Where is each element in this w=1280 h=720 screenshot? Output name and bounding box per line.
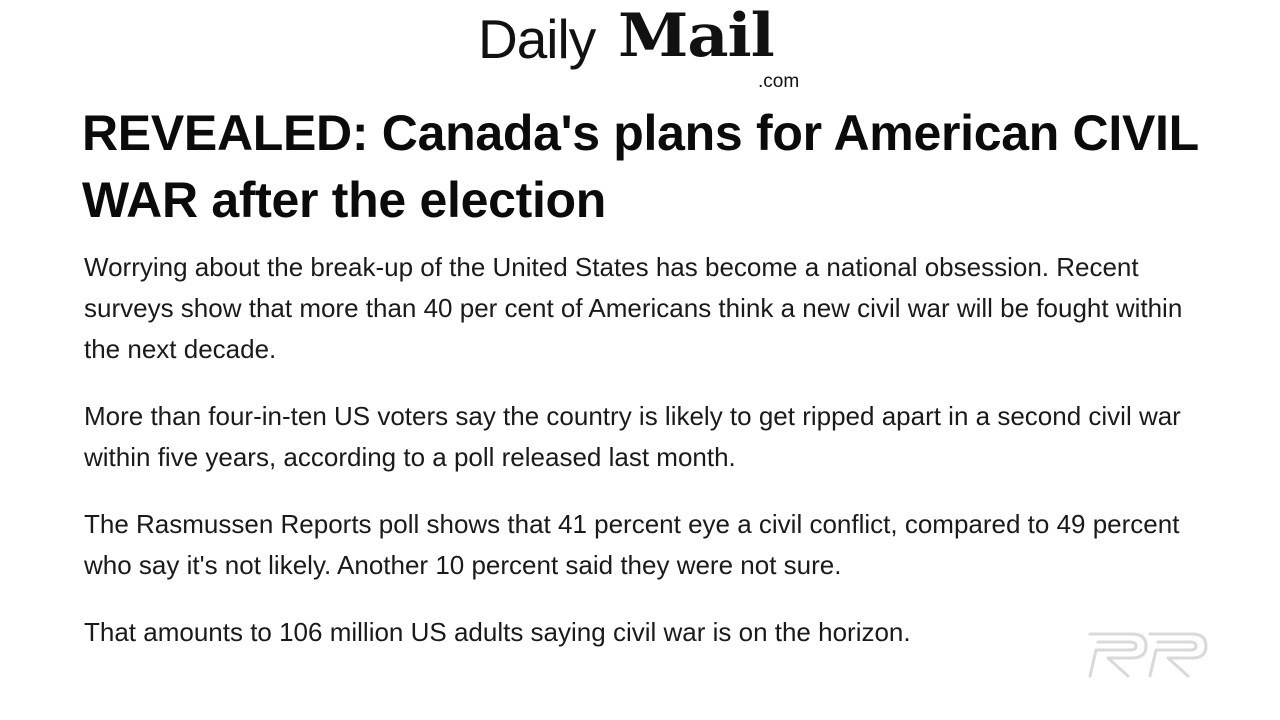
article-paragraph: Worrying about the break-up of the Unite…	[84, 252, 1183, 364]
logo-domain-text: .com	[758, 71, 800, 92]
daily-mail-logo: Daily Mail .com	[476, 4, 816, 94]
logo-mail-text: Mail	[618, 1, 775, 71]
article-paragraph: More than four-in-ten US voters say the …	[84, 401, 1181, 472]
logo-daily-text: Daily	[478, 8, 596, 70]
article-body: Worrying about the break-up of the Unite…	[84, 247, 1204, 679]
rr-logo-icon	[1086, 628, 1210, 680]
article-paragraph: That amounts to 106 million US adults sa…	[84, 617, 911, 647]
article-paragraph: The Rasmussen Reports poll shows that 41…	[84, 509, 1180, 580]
article-headline: REVEALED: Canada's plans for American CI…	[82, 105, 1198, 228]
